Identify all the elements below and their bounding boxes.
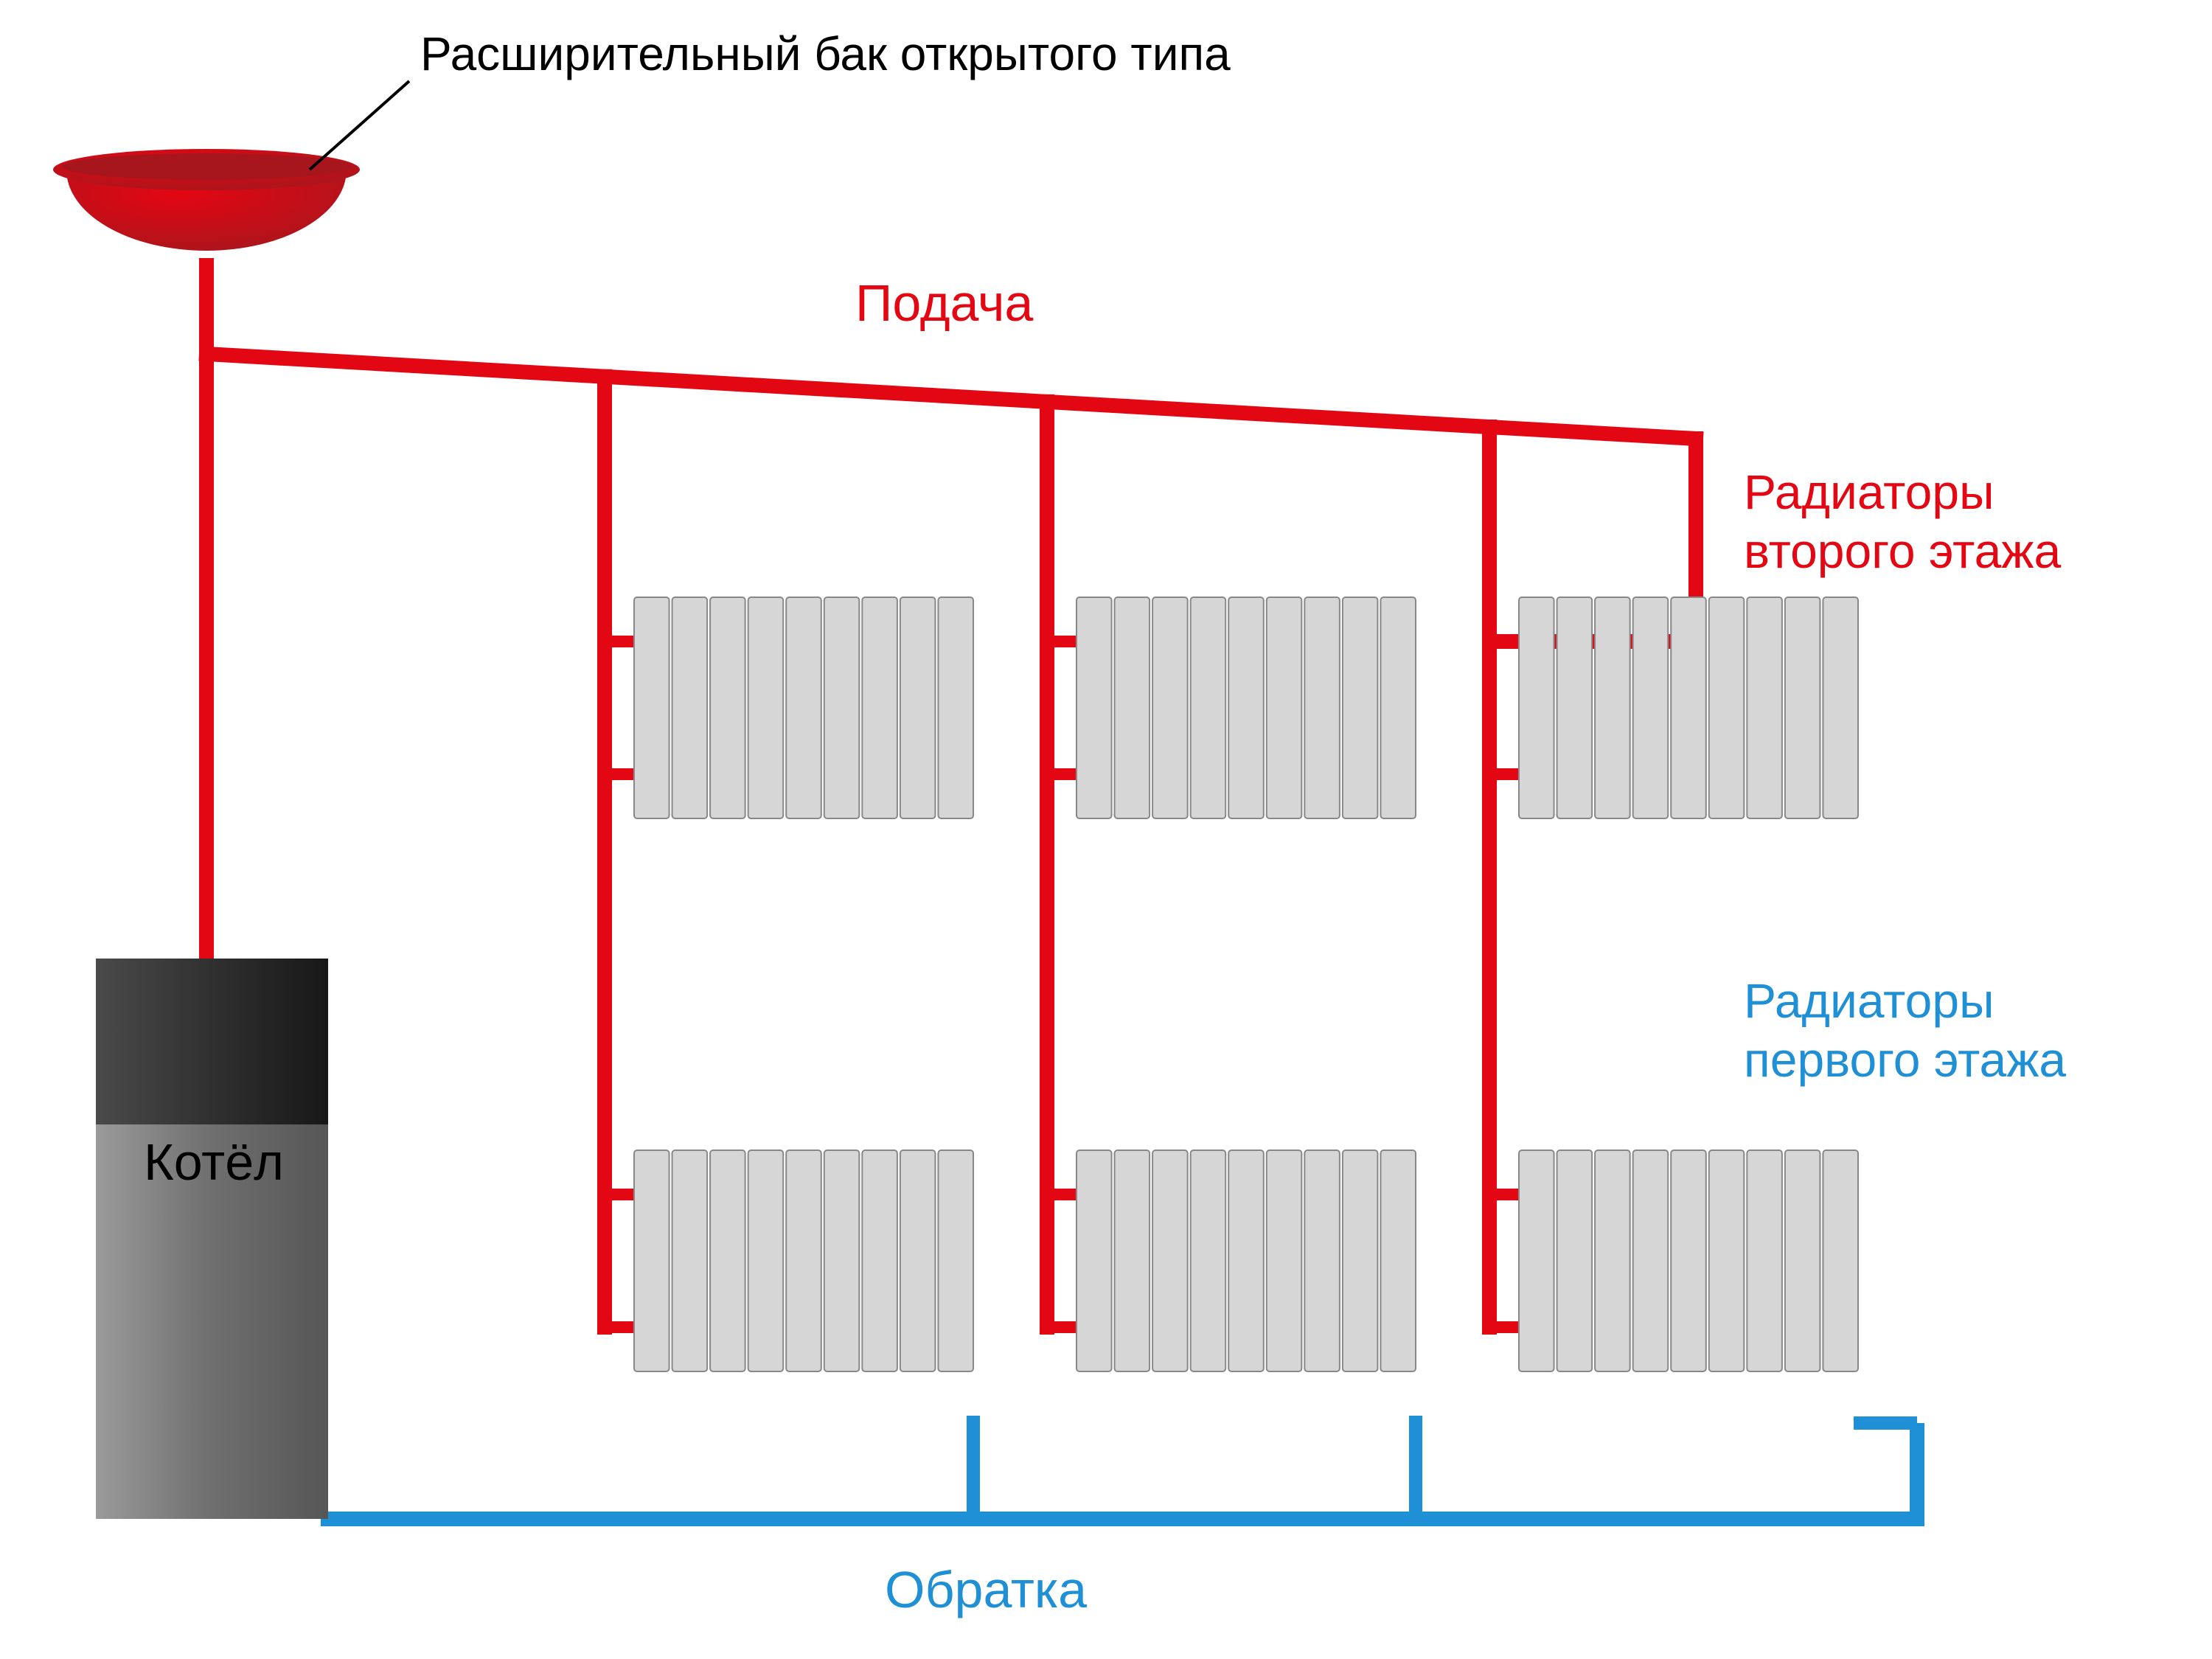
label-rad1a: Радиаторы <box>1744 973 1994 1028</box>
radiator-f2-2 <box>1519 597 1858 818</box>
diagram-svg: Расширительный бак открытого типа Подача О… <box>0 0 2212 1659</box>
label-rad1b: первого этажа <box>1744 1032 2066 1087</box>
radiator-f1-0 <box>634 1150 973 1371</box>
radiator-f2-1 <box>1077 597 1416 818</box>
label-tank: Расширительный бак открытого типа <box>420 27 1231 80</box>
label-rad2b: второго этажа <box>1744 524 2061 578</box>
pipe-supply-header <box>206 354 1696 439</box>
radiator-f2-0 <box>634 597 973 818</box>
label-boiler: Котёл <box>144 1133 284 1191</box>
label-rad2a: Радиаторы <box>1744 465 1994 519</box>
callout-line <box>310 81 409 170</box>
radiator-f1-2 <box>1519 1150 1858 1371</box>
radiator-f1-1 <box>1077 1150 1416 1371</box>
heating-diagram: { "canvas":{"w":3000,"h":2250,"bg":"#fff… <box>0 0 2212 1659</box>
boiler <box>96 959 328 1519</box>
label-return: Обратка <box>885 1561 1087 1618</box>
label-supply: Подача <box>855 274 1033 332</box>
